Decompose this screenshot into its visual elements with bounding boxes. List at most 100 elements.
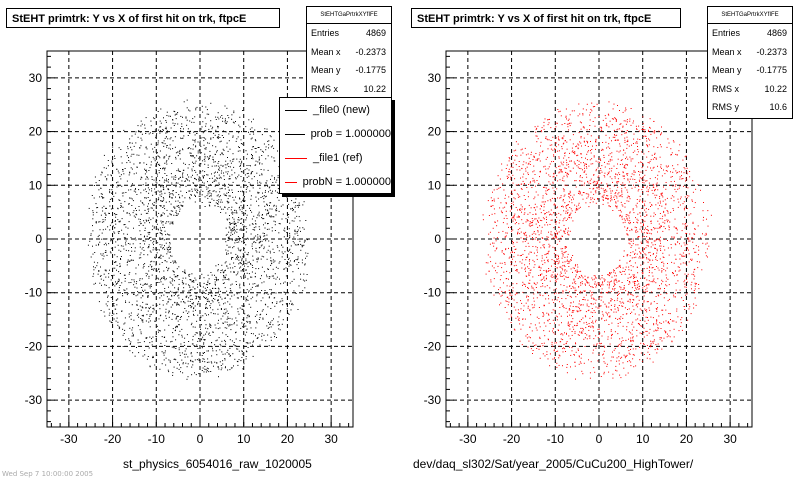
scatter-point xyxy=(589,188,591,189)
scatter-point xyxy=(150,207,152,209)
scatter-point xyxy=(589,372,591,374)
scatter-point xyxy=(255,148,257,149)
scatter-point xyxy=(157,155,159,157)
scatter-point xyxy=(213,190,215,192)
scatter-point xyxy=(250,138,252,140)
scatter-point xyxy=(189,110,191,112)
scatter-point xyxy=(241,322,243,324)
scatter-point xyxy=(589,180,591,182)
scatter-point xyxy=(159,232,161,234)
scatter-point xyxy=(187,300,189,302)
scatter-point xyxy=(212,288,213,289)
scatter-point xyxy=(224,302,226,304)
scatter-point xyxy=(240,222,242,224)
scatter-point xyxy=(164,245,165,247)
scatter-point xyxy=(240,168,241,170)
scatter-point xyxy=(207,187,209,189)
scatter-point xyxy=(273,160,275,162)
scatter-point xyxy=(288,262,290,264)
scatter-point xyxy=(162,186,164,188)
scatter-point xyxy=(245,260,247,262)
scatter-point xyxy=(260,245,262,247)
scatter-point xyxy=(235,212,237,214)
scatter-point xyxy=(535,135,537,137)
scatter-point xyxy=(647,242,649,244)
scatter-point xyxy=(288,228,290,230)
scatter-point xyxy=(528,162,530,164)
scatter-point xyxy=(225,297,226,299)
scatter-point xyxy=(292,210,294,212)
scatter-point xyxy=(158,198,160,200)
scatter-point xyxy=(153,240,155,242)
scatter-point xyxy=(204,153,206,155)
scatter-point xyxy=(154,191,156,193)
scatter-point xyxy=(589,202,591,204)
scatter-point xyxy=(667,300,669,302)
scatter-point xyxy=(610,196,612,198)
scatter-point xyxy=(557,109,559,110)
scatter-point xyxy=(683,306,685,307)
scatter-point xyxy=(629,277,631,279)
scatter-point xyxy=(560,195,562,197)
scatter-point xyxy=(285,267,287,269)
scatter-point xyxy=(580,304,582,306)
scatter-point xyxy=(621,292,623,293)
scatter-point xyxy=(219,361,221,363)
scatter-point xyxy=(199,171,201,173)
scatter-point xyxy=(165,308,167,310)
scatter-point xyxy=(165,234,167,236)
scatter-point xyxy=(564,230,566,232)
scatter-point xyxy=(565,276,567,278)
scatter-point xyxy=(173,190,174,192)
scatter-point xyxy=(248,131,249,133)
scatter-point xyxy=(268,228,270,230)
scatter-point xyxy=(663,210,665,212)
scatter-point xyxy=(240,139,242,141)
scatter-point xyxy=(130,237,132,239)
scatter-point xyxy=(518,194,520,196)
scatter-point xyxy=(231,118,233,120)
scatter-point xyxy=(188,164,190,166)
scatter-point xyxy=(217,126,219,127)
scatter-point xyxy=(267,249,269,251)
scatter-point xyxy=(179,184,181,185)
scatter-point xyxy=(167,233,168,235)
scatter-point xyxy=(274,221,276,223)
scatter-point xyxy=(245,297,247,299)
scatter-point xyxy=(572,134,574,136)
scatter-point xyxy=(276,197,278,199)
scatter-point xyxy=(183,287,185,289)
scatter-point xyxy=(294,206,296,208)
scatter-point xyxy=(591,286,593,288)
scatter-point xyxy=(257,259,259,261)
scatter-point xyxy=(103,205,105,207)
scatter-point xyxy=(161,222,163,224)
scatter-point xyxy=(541,237,543,239)
scatter-point xyxy=(139,219,141,220)
scatter-point xyxy=(244,334,246,336)
scatter-point xyxy=(141,306,143,308)
scatter-point xyxy=(210,325,212,327)
scatter-point xyxy=(561,205,563,207)
scatter-point xyxy=(242,305,244,307)
scatter-point xyxy=(239,165,241,166)
scatter-point xyxy=(645,247,647,249)
scatter-point xyxy=(613,285,615,287)
scatter-point xyxy=(179,364,180,366)
scatter-point xyxy=(260,236,261,238)
scatter-point xyxy=(621,134,623,136)
scatter-point xyxy=(651,154,653,156)
scatter-point xyxy=(258,226,260,228)
scatter-point xyxy=(666,277,667,279)
scatter-point xyxy=(155,320,157,322)
scatter-point xyxy=(115,261,117,263)
scatter-point xyxy=(580,153,582,155)
scatter-point xyxy=(534,304,536,306)
scatter-point xyxy=(245,269,247,271)
scatter-point xyxy=(100,193,102,195)
scatter-point xyxy=(130,259,132,261)
scatter-point xyxy=(217,203,218,204)
scatter-point xyxy=(174,114,176,116)
scatter-point xyxy=(238,219,240,221)
scatter-point xyxy=(143,341,145,343)
